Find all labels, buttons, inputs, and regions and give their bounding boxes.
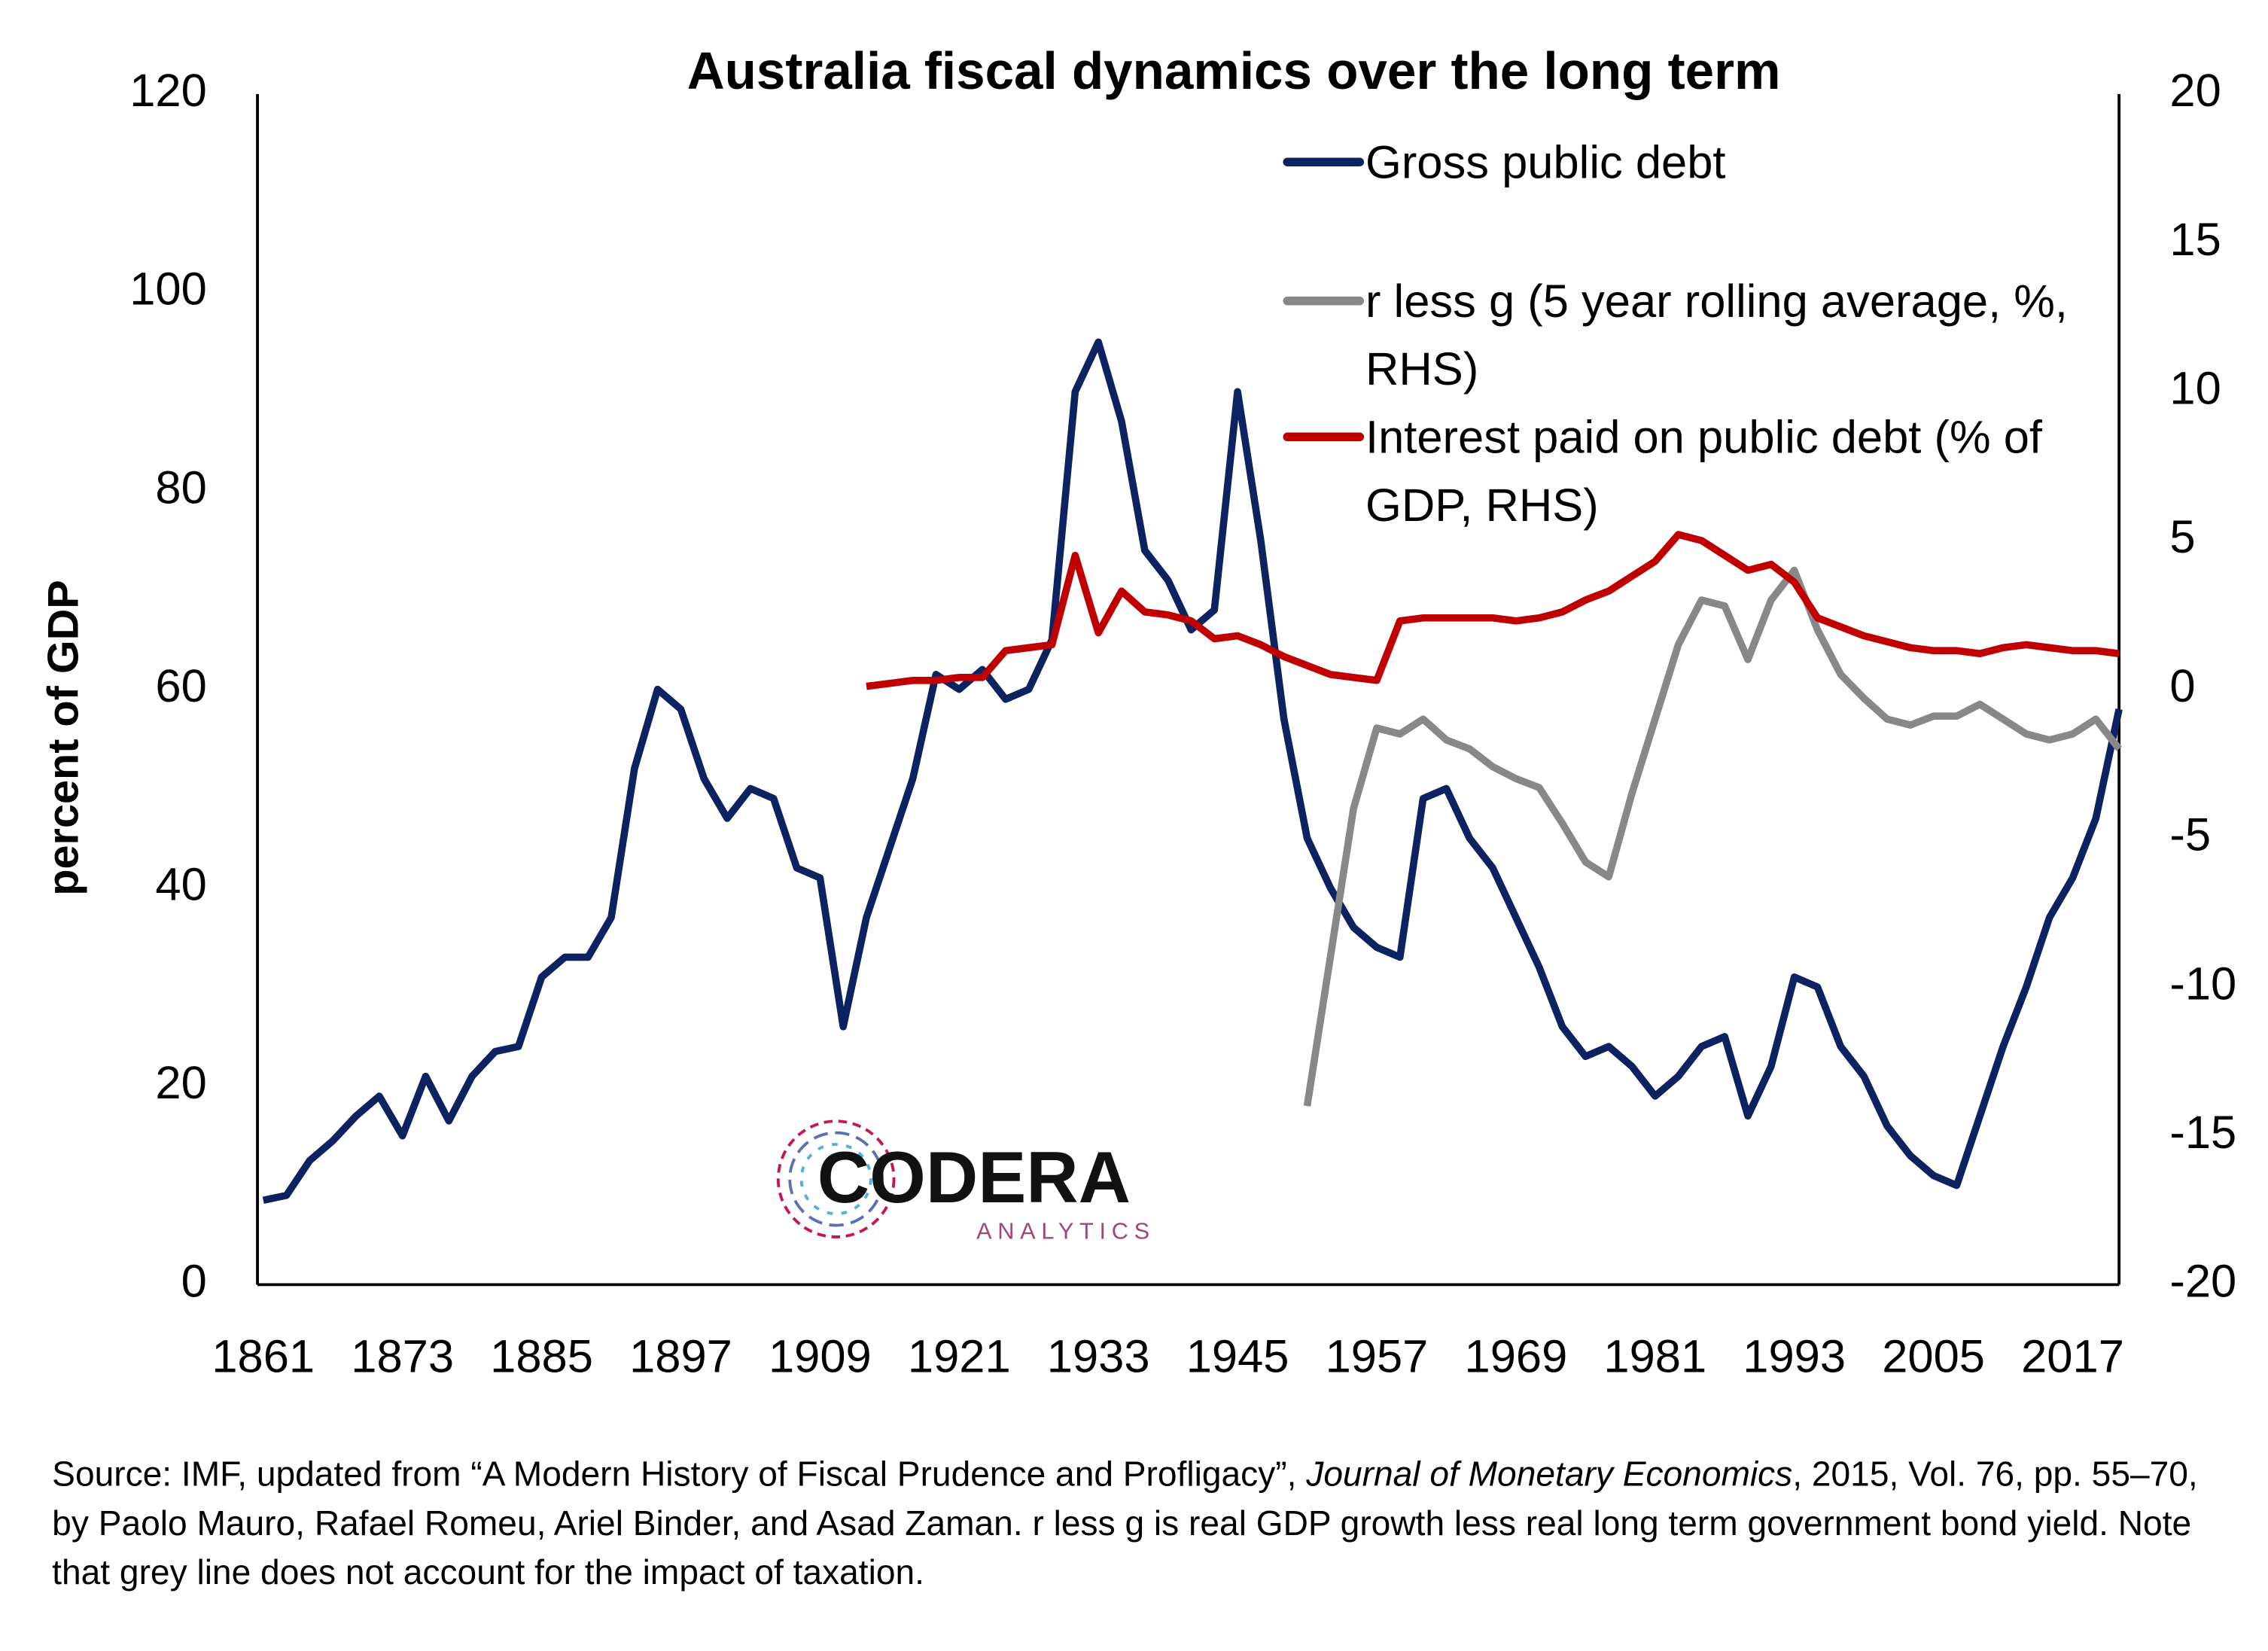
y-tick-label: 100 [129, 263, 207, 315]
logo-name: CODERA [817, 1138, 1131, 1218]
y2-tick-label: 15 [2169, 214, 2221, 266]
y-tick-label: 120 [129, 65, 207, 117]
x-tick-label: 1873 [351, 1331, 454, 1383]
x-tick-label: 1969 [1465, 1331, 1568, 1383]
y2-tick-label: -10 [2169, 958, 2236, 1010]
logo-ring [799, 1143, 872, 1216]
y2-tick-label: -20 [2169, 1256, 2236, 1308]
x-tick-label: 1885 [490, 1331, 593, 1383]
source-journal: Journal of Monetary Economics [1306, 1455, 1793, 1495]
y-axis-label: percent of GDP [40, 580, 88, 895]
logo-ring [776, 1119, 896, 1238]
y2-tick-label: 20 [2169, 65, 2221, 117]
x-tick-label: 1861 [212, 1331, 315, 1383]
x-tick-label: 1945 [1186, 1331, 1289, 1383]
series-line [262, 338, 2123, 1205]
y-tick-label: 60 [155, 660, 206, 712]
y-tick-label: 40 [155, 858, 206, 910]
x-tick-label: 2017 [2021, 1331, 2124, 1383]
series-line [866, 531, 2120, 690]
y2-tick-label: -5 [2169, 809, 2211, 861]
y-tick-label: 80 [155, 461, 206, 513]
y2-tick-label: 10 [2169, 363, 2221, 415]
x-tick-label: 1993 [1743, 1331, 1846, 1383]
source-text: , 2015, Vol. 76, pp. 55–70, by Paolo Mau… [52, 1455, 2198, 1593]
source-text: Source: IMF, updated from “A Modern Hist… [52, 1455, 1307, 1495]
legend-label: r less g (5 year rolling average, %, RHS… [1365, 274, 2069, 394]
legend-label: Gross public debt [1365, 135, 1726, 187]
y-tick-label: 0 [181, 1256, 207, 1308]
logo-ring [788, 1131, 884, 1227]
series-line [1303, 566, 2122, 1107]
logo: CODERA ANALYTICS [776, 1119, 1155, 1244]
y2-tick-label: 0 [2169, 660, 2195, 712]
x-tick-label: 1921 [908, 1331, 1011, 1383]
x-tick-label: 1957 [1326, 1331, 1429, 1383]
y-tick-label: 20 [155, 1057, 206, 1109]
x-tick-label: 1897 [629, 1331, 732, 1383]
x-tick-label: 2005 [1882, 1331, 1985, 1383]
x-tick-label: 1909 [769, 1331, 872, 1383]
y2-tick-label: 5 [2169, 511, 2195, 563]
legend-label: Interest paid on public debt (% of GDP, … [1365, 410, 2042, 531]
source-note: Source: IMF, updated from “A Modern Hist… [52, 1451, 2221, 1598]
y2-tick-label: -15 [2169, 1107, 2236, 1159]
logo-sub: ANALYTICS [976, 1217, 1155, 1244]
chart-title: Australia fiscal dynamics over the long … [687, 41, 1781, 100]
x-tick-label: 1981 [1603, 1331, 1706, 1383]
x-tick-label: 1933 [1047, 1331, 1150, 1383]
